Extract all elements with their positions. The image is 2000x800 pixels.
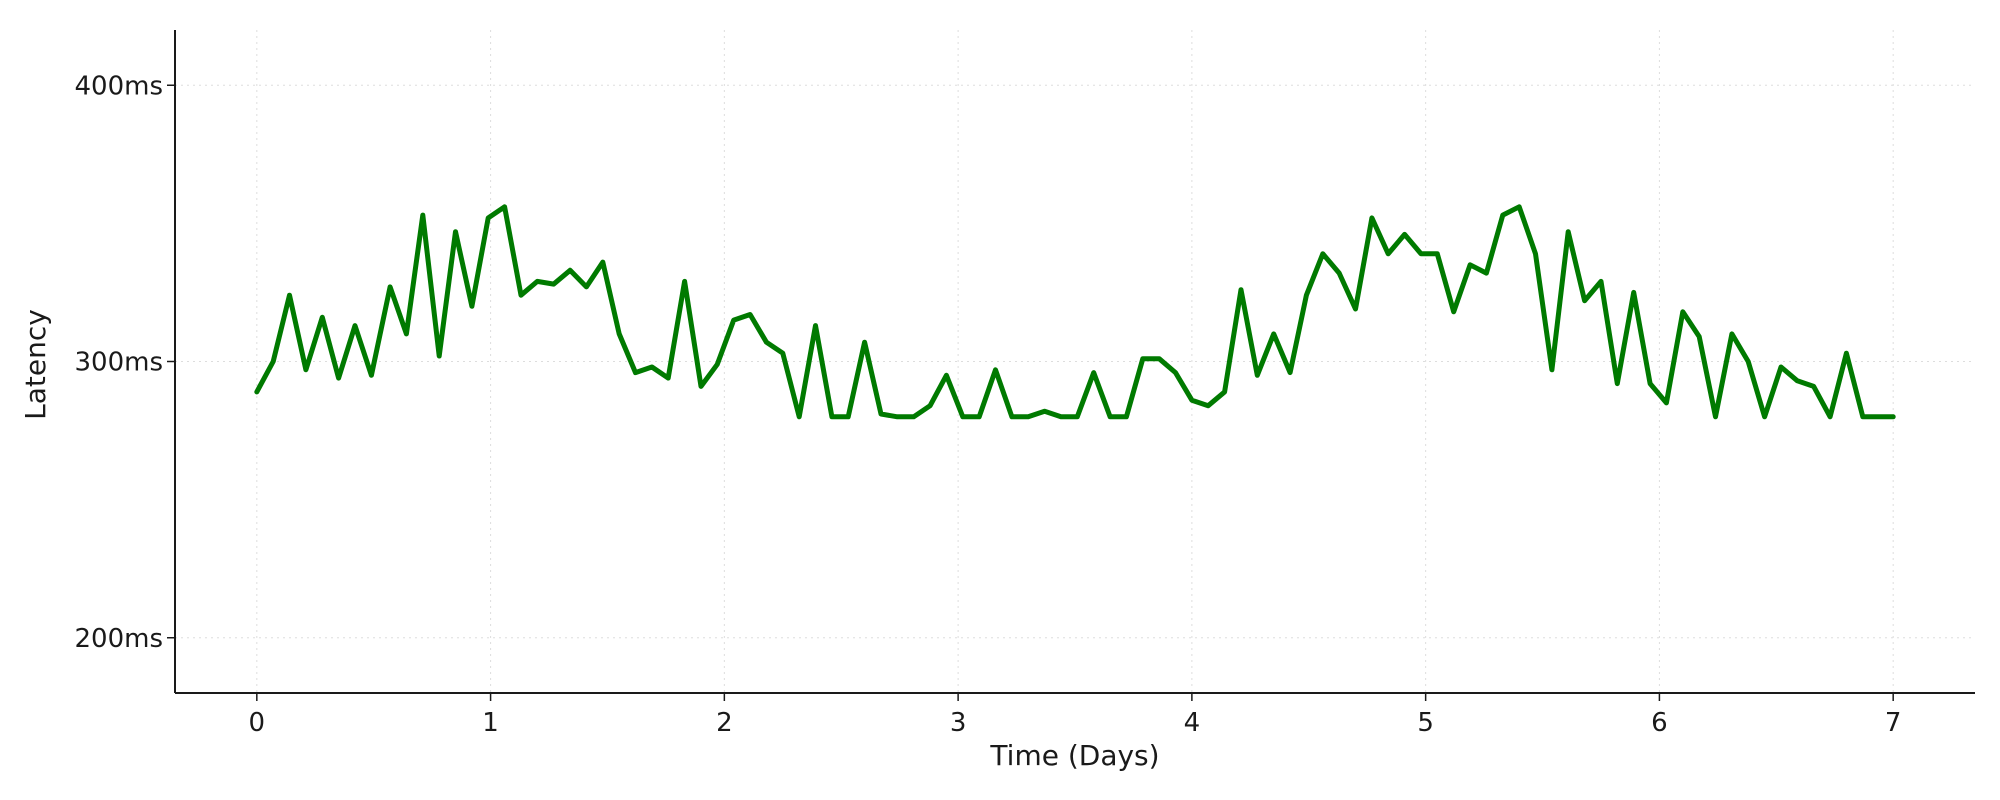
grid-lines xyxy=(175,30,1975,693)
tick-marks xyxy=(167,84,1894,701)
x-tick-label: 0 xyxy=(249,708,266,738)
x-tick-label: 7 xyxy=(1885,708,1902,738)
y-tick-label: 300ms xyxy=(75,348,164,378)
y-tick-label: 200ms xyxy=(75,624,164,654)
series-layer xyxy=(254,204,1896,420)
y-tick-label: 400ms xyxy=(75,71,164,101)
x-tick-label: 6 xyxy=(1651,708,1668,738)
tick-labels: 0 1 2 3 4 5 6 7 200ms 300ms 400ms xyxy=(75,71,1902,738)
x-tick-label: 4 xyxy=(1184,708,1201,738)
x-tick-label: 1 xyxy=(482,708,499,738)
x-tick-label: 2 xyxy=(716,708,733,738)
y-axis-label: Latency xyxy=(19,309,52,420)
x-axis-label: Time (Days) xyxy=(989,739,1159,772)
x-tick-label: 3 xyxy=(950,708,967,738)
x-tick-label: 5 xyxy=(1417,708,1434,738)
latency-series-line xyxy=(254,204,1896,420)
